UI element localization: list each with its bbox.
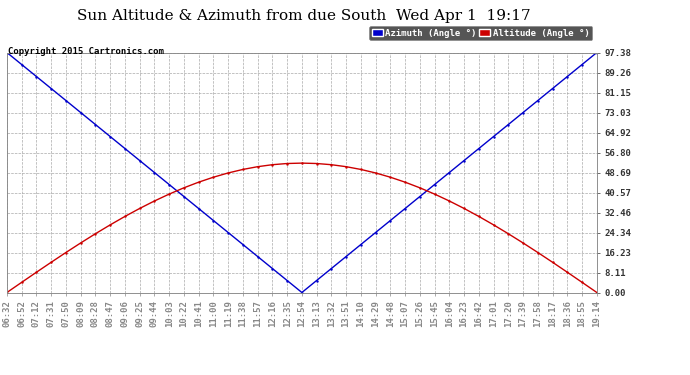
- Text: Sun Altitude & Azimuth from due South  Wed Apr 1  19:17: Sun Altitude & Azimuth from due South We…: [77, 9, 531, 23]
- Legend: Azimuth (Angle °), Altitude (Angle °): Azimuth (Angle °), Altitude (Angle °): [369, 26, 592, 40]
- Text: Copyright 2015 Cartronics.com: Copyright 2015 Cartronics.com: [8, 47, 164, 56]
